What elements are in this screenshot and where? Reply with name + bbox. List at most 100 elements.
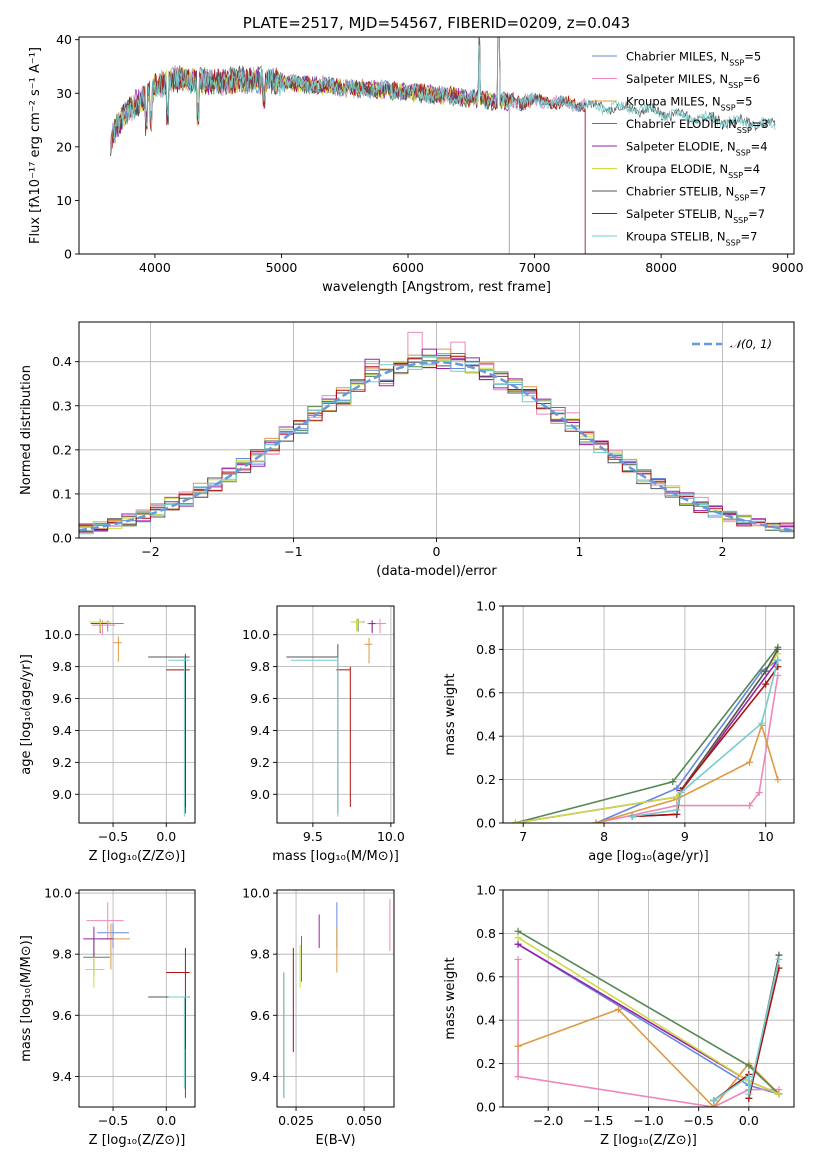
y-tick-label: 9.4	[250, 1069, 270, 1084]
x-tick-label: 9.5	[303, 829, 323, 844]
legend-suffix: =7	[748, 207, 765, 221]
weight-marker	[628, 812, 636, 820]
errorbar-point	[369, 620, 376, 634]
legend-label: Chabrier ELODIE, N	[626, 117, 737, 131]
spectrum-line	[110, 37, 776, 154]
y-axis-label: mass weight	[443, 673, 458, 755]
legend-label: Salpeter MILES, N	[626, 72, 728, 86]
legend-sub: SSP	[733, 216, 748, 225]
legend-suffix: =4	[743, 162, 760, 176]
chart-residuals: −2 −1 0 1 2 0.0 0.1 0.2 0.3 0.4 (data-model)/error…	[19, 321, 795, 579]
legend-sub: SSP	[736, 148, 751, 157]
x-tick-label: 10	[758, 829, 774, 844]
errorbar-point	[286, 644, 339, 814]
y-tick-label: 20	[56, 139, 72, 154]
x-tick-label: −1.0	[633, 1113, 663, 1128]
legend-entry: Chabrier STELIB, NSSP=7	[626, 185, 766, 203]
y-tick-label: 10.0	[44, 886, 72, 901]
weight-marker	[745, 1090, 753, 1098]
errorbar-point	[85, 957, 105, 988]
errorbar-point	[336, 666, 351, 808]
errorbar-point	[100, 923, 131, 970]
y-tick-label: 0.3	[52, 398, 72, 413]
legend-label: Kroupa MILES, N	[626, 95, 721, 109]
y-tick-label: 9.4	[52, 1069, 72, 1084]
errorbar-point	[113, 636, 122, 662]
y-tick-label: 9.2	[52, 755, 72, 770]
y-tick-label: 1.0	[476, 599, 496, 614]
x-tick-label: 0	[433, 544, 441, 559]
legend-entry: Kroupa MILES, NSSP=5	[626, 95, 752, 113]
x-tick-label: −0.5	[98, 829, 128, 844]
grid	[503, 605, 794, 824]
x-tick-label: 10.0	[377, 829, 405, 844]
legend-sub: SSP	[728, 171, 743, 180]
weight-marker	[514, 955, 522, 963]
errorbar-point	[86, 902, 124, 939]
weight-marker	[673, 784, 681, 792]
x-tick-label: 7000	[519, 260, 551, 275]
y-axis-label: mass [log₁₀(M/M⊙)]	[19, 935, 34, 1062]
weight-marker	[710, 1103, 718, 1107]
y-tick-label: 0.4	[476, 729, 496, 744]
legend-label: Salpeter ELODIE, N	[626, 140, 736, 154]
y-axis-label: Flux [fλ10⁻¹⁷ erg cm⁻² s⁻¹ A⁻¹]	[28, 47, 43, 244]
weight-marker	[710, 1096, 718, 1104]
y-tick-label: 0.0	[476, 1100, 496, 1115]
legend-label: Kroupa STELIB, N	[626, 230, 726, 244]
legend-sub: SSP	[721, 103, 736, 112]
weight-series	[514, 646, 779, 823]
legend-label: Chabrier MILES, N	[626, 50, 729, 64]
y-tick-label: 9.6	[250, 1008, 270, 1023]
x-tick-label: −0.5	[98, 1113, 128, 1128]
y-tick-label: 30	[56, 86, 72, 101]
errorbar-point	[148, 996, 190, 1098]
legend-entry: Chabrier MILES, NSSP=5	[626, 50, 761, 68]
weight-series	[514, 653, 779, 823]
legend-label: Kroupa ELODIE, N	[626, 162, 728, 176]
chart-weight_vs_Z: −2.0 −1.5 −1.0 −0.5 0.0 0.0 0.2 0.4 0.6 0.8 1.0 Z […	[443, 883, 795, 1148]
weight-marker	[762, 667, 770, 675]
weight-marker	[673, 806, 681, 814]
weight-marker	[592, 819, 600, 823]
y-tick-label: 0.2	[52, 442, 72, 457]
legend-suffix: =6	[743, 72, 760, 86]
legend-entry: Kroupa ELODIE, NSSP=4	[626, 162, 760, 180]
x-tick-label: 2	[719, 544, 727, 559]
y-tick-label: 0.4	[476, 1013, 496, 1028]
grid	[277, 890, 394, 1107]
plot-area	[89, 618, 190, 817]
y-tick-label: 0.6	[476, 685, 496, 700]
grid	[277, 606, 394, 823]
x-tick-label: −0.5	[683, 1113, 713, 1128]
legend-sub: SSP	[734, 193, 749, 202]
y-tick-label: 0.2	[476, 1056, 496, 1071]
chart-mass_vs_EBV: 0.025 0.050 9.4 9.6 9.8 10.0 E(B-V)	[242, 886, 395, 1148]
errorbar-point	[166, 660, 190, 808]
weight-marker	[746, 802, 754, 810]
weight-marker	[745, 1062, 753, 1070]
y-tick-label: 9.0	[52, 787, 72, 802]
axes-frame	[502, 605, 795, 824]
plot-area	[514, 927, 783, 1107]
legend-entry: Kroupa STELIB, NSSP=7	[626, 230, 757, 248]
plot-area	[79, 331, 794, 538]
weight-marker	[774, 671, 782, 679]
legend-sub: SSP	[726, 238, 741, 247]
spectrum-line	[110, 37, 510, 254]
y-axis-label: Normed distribution	[19, 365, 34, 495]
weight-marker	[511, 819, 519, 823]
errorbar-point	[89, 618, 111, 632]
x-tick-label: 1	[576, 544, 584, 559]
plot-area	[283, 899, 391, 1098]
weight-marker	[677, 789, 685, 797]
legend-sub: SSP	[729, 58, 744, 67]
y-axis-label: mass weight	[443, 957, 458, 1039]
y-tick-label: 9.4	[250, 723, 270, 738]
y-tick-label: 9.0	[250, 787, 270, 802]
legend-suffix: =7	[749, 185, 766, 199]
grid	[79, 890, 195, 1107]
weight-marker	[745, 1073, 753, 1081]
legend-sub: SSP	[728, 81, 743, 90]
